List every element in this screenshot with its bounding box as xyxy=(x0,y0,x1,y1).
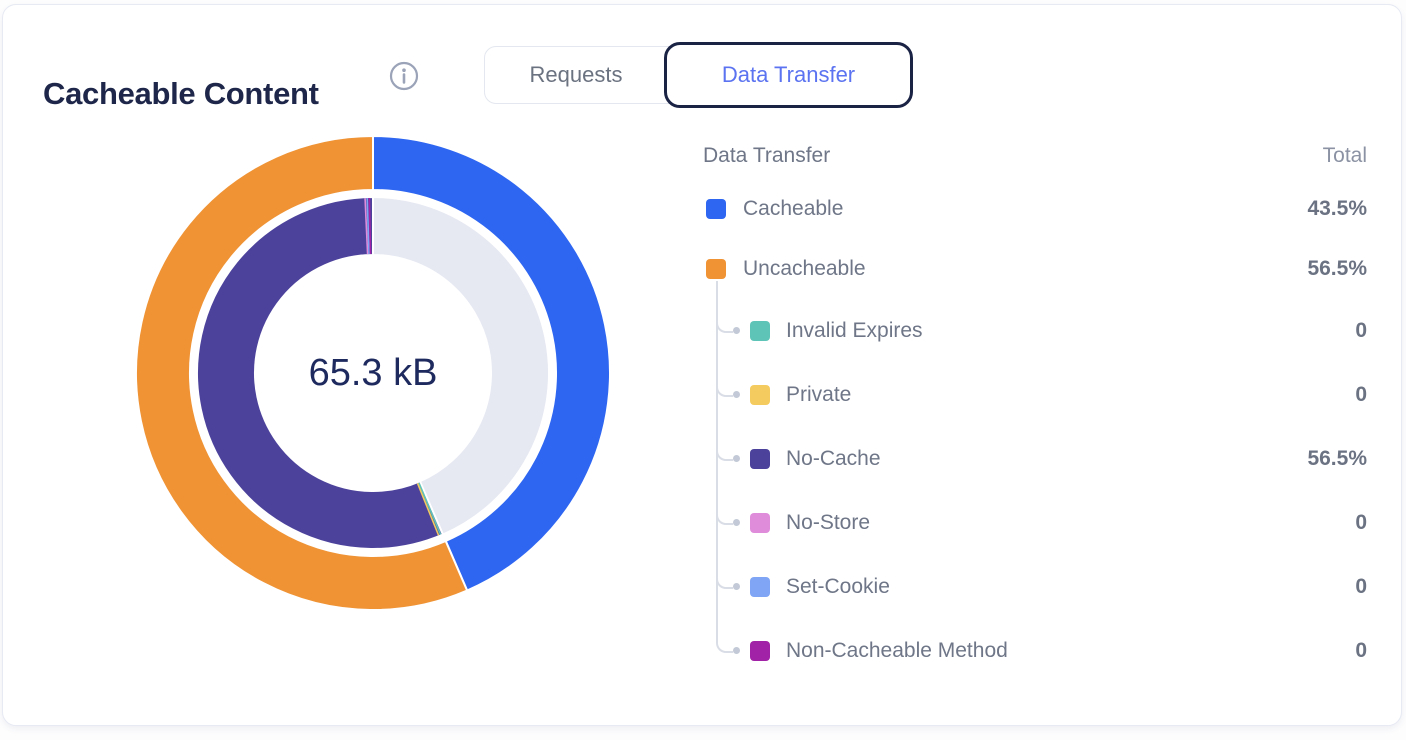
legend-row-set-cookie[interactable]: Set-Cookie 0 xyxy=(703,555,1367,619)
legend-label: Set-Cookie xyxy=(786,575,890,598)
legend-swatch xyxy=(750,385,770,405)
legend-header: Data Transfer Total xyxy=(703,133,1367,179)
donut-segment-outer-uncacheable[interactable] xyxy=(135,134,469,611)
cacheable-content-card: Cacheable Content Requests Data Transfer… xyxy=(2,4,1402,726)
legend-rows: Cacheable 43.5% Uncacheable 56.5% Invali… xyxy=(703,179,1367,683)
legend-value: 56.5% xyxy=(1307,447,1367,470)
legend-value: 56.5% xyxy=(1307,257,1367,280)
info-icon-glyph xyxy=(389,61,419,91)
legend-swatch xyxy=(750,513,770,533)
legend-swatch xyxy=(750,641,770,661)
legend-row-invalid-expires[interactable]: Invalid Expires 0 xyxy=(703,299,1367,363)
donut-chart[interactable] xyxy=(133,133,613,613)
donut-center-value: 65.3 kB xyxy=(308,352,438,394)
legend-swatch xyxy=(750,321,770,341)
legend-value: 0 xyxy=(1355,511,1367,534)
legend-row-cacheable[interactable]: Cacheable 43.5% xyxy=(703,179,1367,239)
tab-requests[interactable]: Requests xyxy=(484,46,698,104)
donut-segment-inner-cacheable[interactable] xyxy=(372,195,550,536)
tree-dot xyxy=(733,455,740,462)
legend-swatch xyxy=(750,577,770,597)
legend-label: Invalid Expires xyxy=(786,319,923,342)
legend-swatch xyxy=(706,199,726,219)
legend-row-private[interactable]: Private 0 xyxy=(703,363,1367,427)
page-title: Cacheable Content xyxy=(43,75,319,111)
legend-label: Private xyxy=(786,383,852,406)
legend-value: 0 xyxy=(1355,575,1367,598)
legend-label: Uncacheable xyxy=(743,257,866,280)
legend-header-label: Data Transfer xyxy=(703,144,831,167)
info-icon[interactable] xyxy=(388,60,420,92)
legend-value: 43.5% xyxy=(1307,197,1367,220)
legend-row-non-cacheable-method[interactable]: Non-Cacheable Method 0 xyxy=(703,619,1367,683)
tree-dot xyxy=(733,327,740,334)
legend-label: No-Cache xyxy=(786,447,881,470)
tree-dot xyxy=(733,391,740,398)
legend-row-no-store[interactable]: No-Store 0 xyxy=(703,491,1367,555)
donut-segment-outer-cacheable[interactable] xyxy=(372,134,611,592)
legend-row-no-cache[interactable]: No-Cache 56.5% xyxy=(703,427,1367,491)
legend-total-label: Total xyxy=(1322,144,1367,167)
legend-label: Cacheable xyxy=(743,197,844,220)
legend-swatch xyxy=(750,449,770,469)
tab-data-transfer[interactable]: Data Transfer xyxy=(664,42,913,108)
legend-swatch xyxy=(706,259,726,279)
legend-value: 0 xyxy=(1355,383,1367,406)
tree-dot xyxy=(733,647,740,654)
legend-label: No-Store xyxy=(786,511,871,534)
tree-dot xyxy=(733,519,740,526)
legend-value: 0 xyxy=(1355,319,1367,342)
legend-row-uncacheable[interactable]: Uncacheable 56.5% xyxy=(703,239,1367,299)
legend-value: 0 xyxy=(1355,639,1367,662)
legend-label: Non-Cacheable Method xyxy=(786,639,1008,662)
donut-segment-inner-no-cache[interactable] xyxy=(196,195,445,550)
legend: Data Transfer Total Cacheable 43.5% Unca… xyxy=(703,133,1367,683)
tree-dot xyxy=(733,583,740,590)
